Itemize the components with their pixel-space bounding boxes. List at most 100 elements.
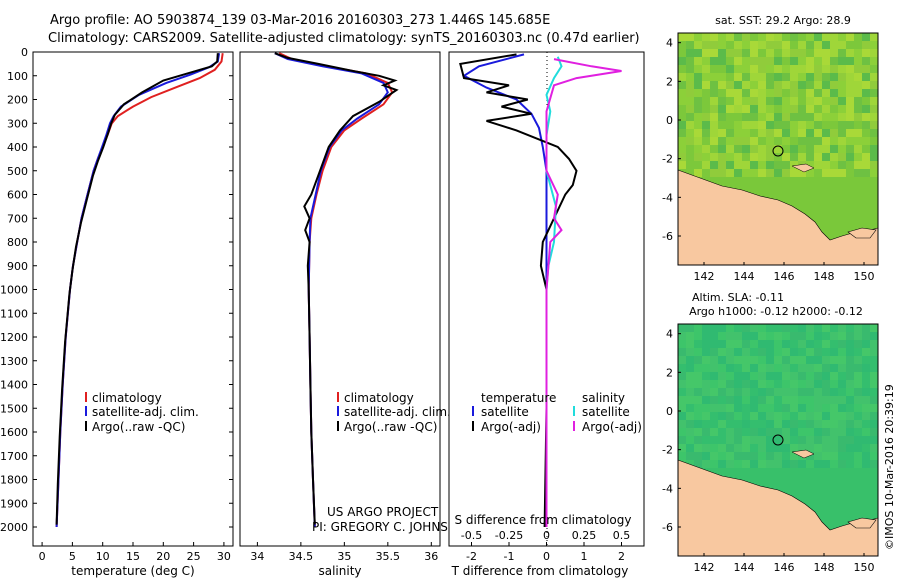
sst-map-pixel [798, 33, 806, 41]
sla-map-pixel [782, 372, 790, 380]
sst-map-pixel [806, 121, 814, 129]
sst-map-pixel [726, 65, 734, 73]
sst-map-pixel [838, 137, 846, 145]
sst-map-pixel [814, 113, 822, 121]
sla-map-pixel [686, 348, 694, 356]
sla-map-pixel [702, 356, 710, 364]
sla-map-pixel [726, 436, 734, 444]
sla-map-lat-tick: 0 [666, 405, 673, 418]
sst-map-pixel [838, 57, 846, 65]
sla-map-pixel [838, 332, 846, 340]
salinity-legend-climatology: climatology [344, 391, 414, 405]
sla-map-pixel [806, 388, 814, 396]
sst-map-pixel [798, 57, 806, 65]
sla-map-pixel [686, 396, 694, 404]
sst-map-pixel [734, 105, 742, 113]
sst-map-pixel [838, 73, 846, 81]
sst-map-pixel [790, 161, 798, 169]
sla-map-pixel [790, 460, 798, 468]
sla-map-pixel [854, 460, 862, 468]
depth-tick-label: 1300 [0, 355, 28, 368]
difference-tick-label: -2 [466, 550, 477, 563]
sla-map-frame [677, 323, 879, 557]
sla-map-pixel [742, 340, 750, 348]
difference-top-tick-label: 0.25 [572, 529, 597, 542]
sst-map-pixel [774, 33, 782, 41]
sst-map-pixel [750, 113, 758, 121]
sst-map-pixel [870, 33, 878, 41]
sla-map-pixel [814, 428, 822, 436]
sst-map-pixel [774, 129, 782, 137]
sst-map-pixel [742, 49, 750, 57]
sla-map-pixel [830, 436, 838, 444]
sla-map-pixel [710, 324, 718, 332]
sla-map-pixel [782, 388, 790, 396]
sst-map-pixel [702, 89, 710, 97]
sst-map-pixel [742, 33, 750, 41]
sst-map-pixel [790, 137, 798, 145]
sla-map-pixel [734, 420, 742, 428]
sla-map-pixel [782, 420, 790, 428]
sla-map-pixel [846, 444, 854, 452]
sla-map-pixel [854, 412, 862, 420]
sla-map-pixel [750, 460, 758, 468]
sst-map-pixel [862, 57, 870, 65]
sla-map-pixel [742, 356, 750, 364]
sla-map-pixel [790, 380, 798, 388]
sla-map-pixel [718, 460, 726, 468]
difference-profiles [459, 53, 622, 528]
sla-map-pixel [758, 332, 766, 340]
sst-map-pixel [726, 169, 734, 177]
sst-map-pixel [822, 129, 830, 137]
sst-map-pixel [782, 97, 790, 105]
sla-map-pixel [790, 452, 798, 460]
sst-map-pixel [718, 57, 726, 65]
sla-map-pixel [798, 332, 806, 340]
sla-map-pixel [814, 452, 822, 460]
sst-map-pixel [814, 169, 822, 177]
sla-map-pixel [678, 452, 686, 460]
sst-map-pixel [766, 73, 774, 81]
sst-map-pixel [854, 137, 862, 145]
sst-map-pixel [822, 57, 830, 65]
sla-map-pixel [758, 404, 766, 412]
sla-map-pixel [846, 348, 854, 356]
sst-map-pixel [838, 153, 846, 161]
sla-map-pixel [830, 356, 838, 364]
sst-map-pixel [766, 65, 774, 73]
sst-map-pixel [758, 73, 766, 81]
sst-map-pixel [750, 161, 758, 169]
sla-map-pixel [838, 364, 846, 372]
sla-map-pixel [734, 452, 742, 460]
sla-map-pixel [822, 436, 830, 444]
sla-map-pixel [766, 340, 774, 348]
sla-map-pixel [678, 388, 686, 396]
sla-map-pixel [862, 372, 870, 380]
sst-map-pixel [694, 97, 702, 105]
sla-map-pixel [702, 436, 710, 444]
difference-top-x-label: S difference from climatology [455, 513, 632, 527]
sst-map-pixel [718, 121, 726, 129]
sla-map-pixel [846, 372, 854, 380]
sla-map-pixel [790, 412, 798, 420]
sst-map-pixel [790, 33, 798, 41]
sst-map-pixel [702, 41, 710, 49]
difference-tick-label: 2 [618, 550, 625, 563]
sst-map-pixel [782, 81, 790, 89]
sst-map-pixel [806, 65, 814, 73]
sla-map-pixel [694, 356, 702, 364]
sla-map-pixel [758, 420, 766, 428]
sst-map-pixel [710, 65, 718, 73]
sst-map-pixel [742, 81, 750, 89]
sla-map-pixel [790, 332, 798, 340]
sst-map-pixel [758, 137, 766, 145]
sla-map-pixel [798, 420, 806, 428]
sla-map-pixel [854, 332, 862, 340]
sla-map-pixel [814, 460, 822, 468]
sst-map-pixel [822, 33, 830, 41]
sst-map-pixel [678, 57, 686, 65]
sst-map-pixel [814, 89, 822, 97]
sla-map-lat-tick: -4 [662, 482, 673, 495]
sst-map-pixel [798, 49, 806, 57]
sla-map-pixel [726, 420, 734, 428]
